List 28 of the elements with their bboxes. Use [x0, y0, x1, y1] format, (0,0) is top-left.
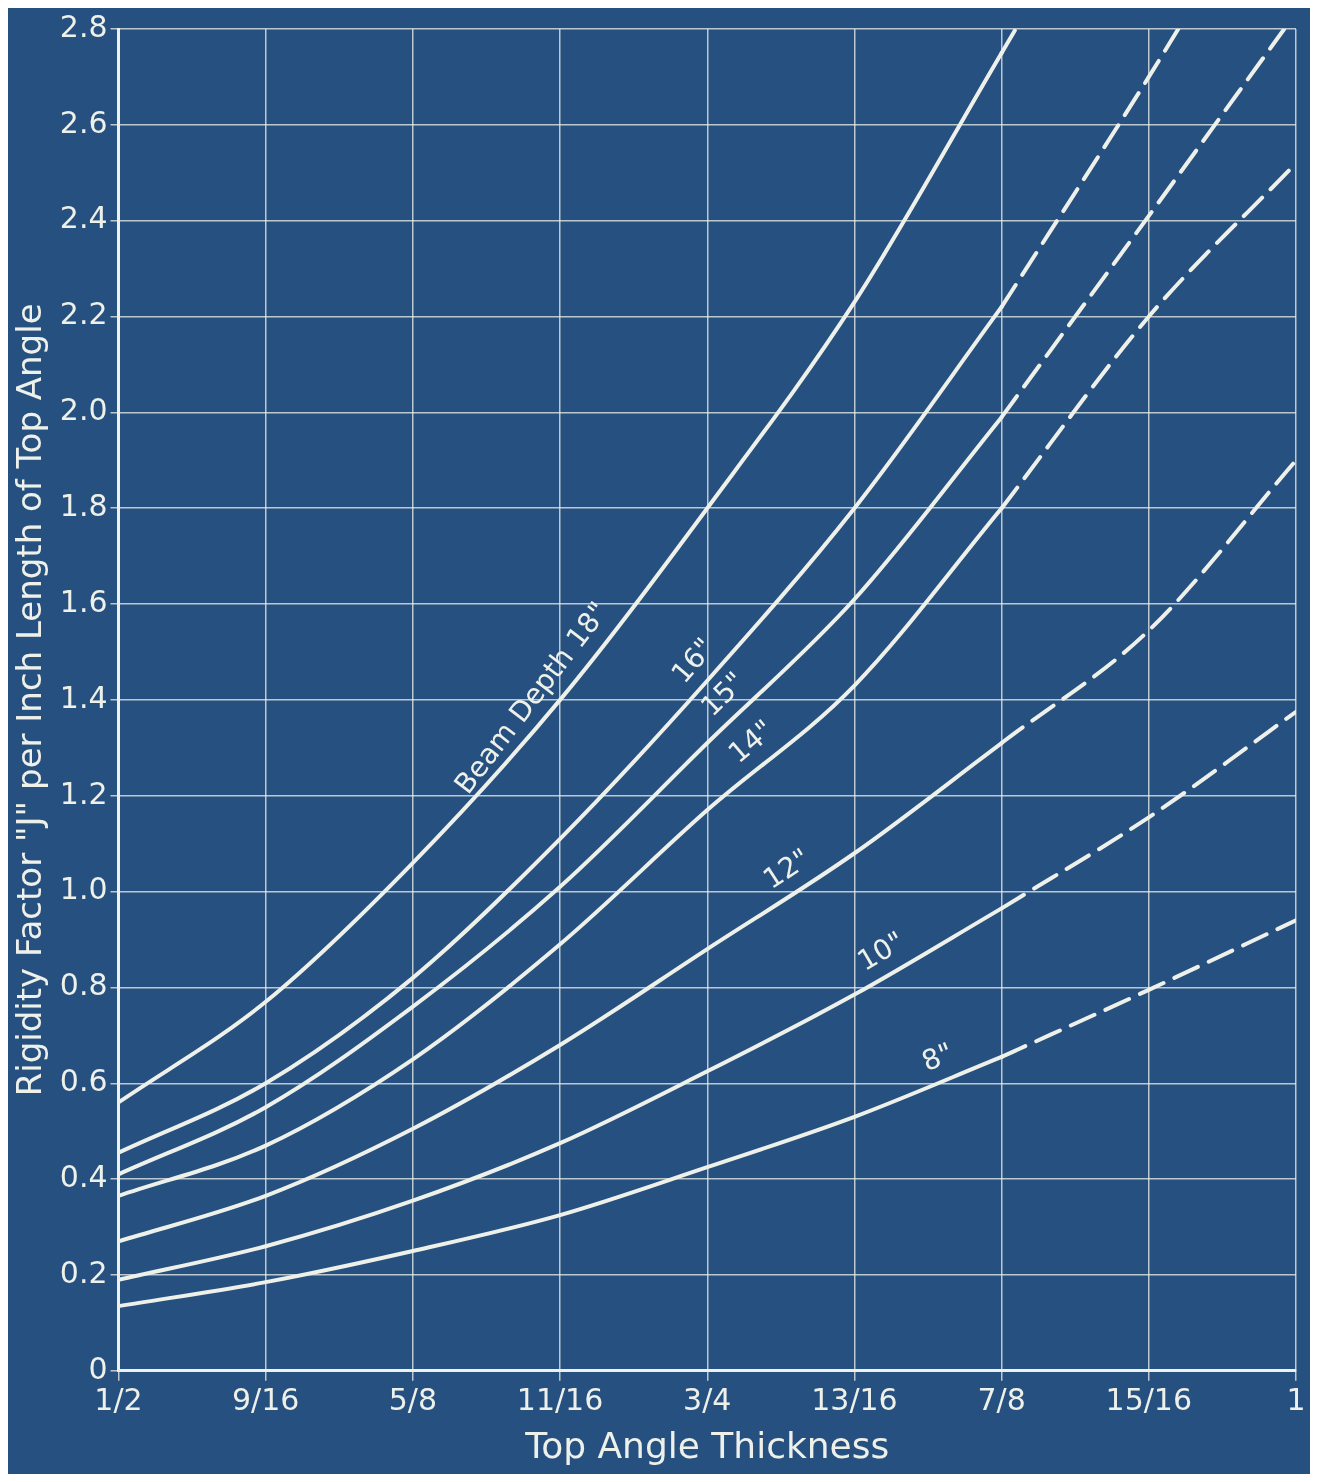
text: 10" — [851, 924, 911, 978]
y-tick-label: 2.8 — [59, 8, 108, 44]
y-tick-label: 1.6 — [59, 583, 108, 619]
x-tick-label: 5/8 — [388, 1381, 438, 1417]
y-tick-label: 2.2 — [59, 296, 108, 332]
y-tick-label: 1.8 — [59, 488, 108, 524]
y-tick-label: 1.4 — [59, 679, 108, 715]
y-tick-label: 2.4 — [59, 200, 108, 236]
text: 8" — [916, 1035, 958, 1078]
y-tick-label: 0.2 — [59, 1254, 108, 1290]
x-tick-label: 1 — [1286, 1381, 1306, 1417]
x-tick-label: 7/8 — [977, 1381, 1026, 1417]
y-tick-label: 0.8 — [59, 967, 108, 1003]
text: 12" — [757, 841, 816, 896]
y-tick-label: 0.4 — [59, 1158, 108, 1194]
x-tick-label: 15/16 — [1105, 1381, 1193, 1417]
text: 14" — [721, 713, 781, 770]
x-axis-title: Top Angle Thickness — [524, 1424, 890, 1466]
x-tick-label: 9/16 — [232, 1381, 300, 1417]
y-tick-label: 1.2 — [59, 775, 108, 811]
y-tick-label: 2.6 — [59, 104, 108, 140]
y-tick-label: 1.0 — [59, 871, 108, 907]
y-axis-title: Rigidity Factor "J" per Inch Length of Top Angle — [9, 303, 50, 1097]
x-tick-label: 11/16 — [516, 1381, 604, 1417]
x-tick-label: 13/16 — [811, 1381, 898, 1417]
y-tick-label: 2.0 — [59, 392, 108, 428]
x-tick-label: 3/4 — [683, 1381, 732, 1417]
y-tick-label: 0.6 — [59, 1063, 108, 1099]
